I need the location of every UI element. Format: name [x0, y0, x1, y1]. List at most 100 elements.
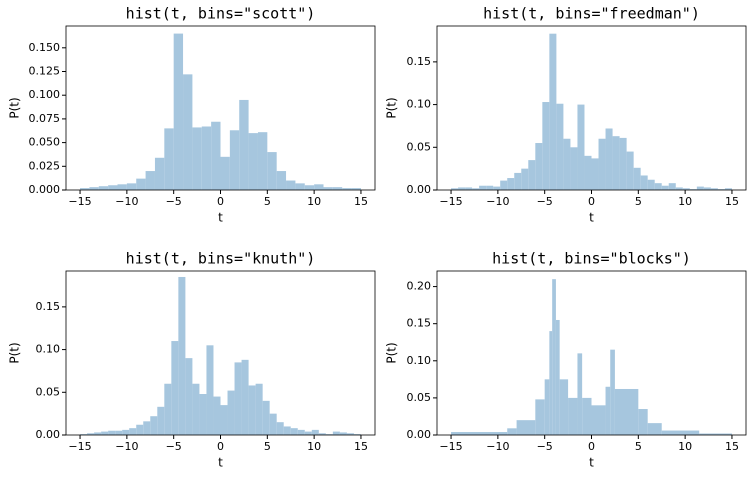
histogram-bar — [591, 405, 606, 435]
x-axis-label: t — [218, 211, 223, 225]
histogram-bar — [276, 171, 287, 190]
histogram-bar — [556, 103, 564, 190]
histogram-bar — [290, 428, 298, 435]
histogram-bar — [542, 102, 550, 190]
y-tick-label: 0.05 — [407, 140, 432, 153]
histogram-bar — [227, 390, 235, 435]
histogram-bar — [89, 187, 99, 190]
x-tick-label: −10 — [486, 440, 509, 453]
histogram-bar — [514, 172, 522, 190]
y-tick-label: 0.05 — [36, 385, 61, 398]
x-tick-label: 10 — [307, 440, 321, 453]
x-tick-label: 15 — [354, 195, 368, 208]
y-tick-label: 0.050 — [29, 136, 61, 149]
chart-title: hist(t, bins="blocks") — [492, 250, 691, 268]
histogram-bar — [638, 409, 648, 435]
chart-title: hist(t, bins="scott") — [126, 5, 316, 23]
histogram-bar — [544, 379, 550, 435]
histogram-bar — [346, 433, 354, 435]
y-tick-label: 0.10 — [407, 354, 432, 367]
histogram-bar — [314, 184, 324, 190]
x-tick-label: −10 — [486, 195, 509, 208]
histogram-bar — [117, 184, 127, 190]
histogram-bar — [94, 432, 102, 435]
histogram-bar — [143, 421, 151, 435]
histogram-bar — [710, 188, 718, 190]
x-tick-label: −15 — [439, 440, 462, 453]
histogram-bar — [101, 431, 109, 435]
x-tick-label: 10 — [678, 195, 692, 208]
x-tick-label: −15 — [68, 195, 91, 208]
histogram-bar — [150, 416, 158, 435]
histogram-bar — [647, 179, 655, 190]
histogram-bar — [614, 388, 639, 435]
histogram-bar — [724, 188, 732, 190]
histogram-bar — [122, 429, 130, 435]
histogram-bar — [451, 188, 459, 190]
histogram-bar — [173, 33, 184, 190]
histogram-bar — [528, 160, 536, 190]
histogram-bar — [479, 185, 487, 190]
histogram-bar — [521, 168, 529, 190]
histogram-bar — [311, 429, 319, 435]
histogram-bar — [605, 386, 611, 435]
histogram-bar — [136, 424, 144, 435]
histogram-bar — [87, 433, 95, 435]
histogram-bar — [493, 186, 501, 190]
histogram-bar — [647, 423, 662, 435]
histogram-bar — [458, 187, 466, 190]
x-tick-label: 10 — [307, 195, 321, 208]
x-axis-label: t — [218, 456, 223, 470]
histogram-bar — [220, 156, 230, 190]
histogram-bar — [472, 188, 480, 190]
y-axis-label: P(t) — [8, 97, 22, 118]
histogram-bar — [640, 175, 648, 190]
histogram-bar — [577, 353, 583, 435]
histogram-bar — [183, 74, 193, 190]
histogram-bar — [248, 385, 256, 435]
y-tick-label: 0.05 — [407, 391, 432, 404]
x-tick-label: 0 — [588, 440, 595, 453]
x-axis-label: t — [589, 211, 594, 225]
y-tick-label: 0.00 — [407, 183, 432, 196]
histogram-bar — [717, 189, 725, 190]
y-tick-label: 0.00 — [407, 428, 432, 441]
x-tick-label: −15 — [68, 440, 91, 453]
x-tick-label: −5 — [537, 440, 553, 453]
y-tick-label: 0.025 — [29, 159, 61, 172]
histogram-bar — [199, 394, 207, 435]
histogram-bar — [255, 383, 263, 435]
histogram-bar — [286, 180, 296, 190]
histogram-bar — [262, 400, 270, 435]
histogram-bar — [507, 428, 517, 435]
y-tick-label: 0.20 — [407, 280, 432, 293]
histogram-bar — [323, 187, 333, 190]
x-tick-label: 5 — [635, 195, 642, 208]
histogram-bar — [201, 126, 212, 190]
x-tick-label: −10 — [115, 195, 138, 208]
histogram-bar — [582, 397, 592, 435]
histogram-bar — [465, 187, 473, 190]
histogram-bar — [185, 358, 193, 435]
histogram-bar — [213, 396, 221, 435]
histogram-bar — [500, 180, 508, 190]
x-tick-label: 15 — [725, 440, 739, 453]
histogram-bar — [297, 429, 305, 435]
histogram-bar — [605, 128, 613, 190]
histogram-bar — [612, 136, 620, 190]
histogram-bar — [211, 121, 221, 190]
histogram-bar — [675, 187, 683, 190]
histogram-bar — [610, 349, 615, 435]
histogram-bar — [283, 426, 291, 435]
histogram-bar — [668, 183, 676, 190]
y-tick-label: 0.00 — [36, 428, 61, 441]
x-tick-label: 0 — [588, 195, 595, 208]
histogram-bar — [192, 383, 200, 435]
histogram-bar — [633, 167, 641, 190]
y-tick-label: 0.15 — [407, 55, 432, 68]
histogram-bar — [164, 128, 174, 190]
histogram-bar — [353, 434, 361, 435]
histogram-bar — [220, 405, 228, 435]
histogram-bar — [318, 433, 326, 435]
histogram-bar — [507, 178, 515, 190]
